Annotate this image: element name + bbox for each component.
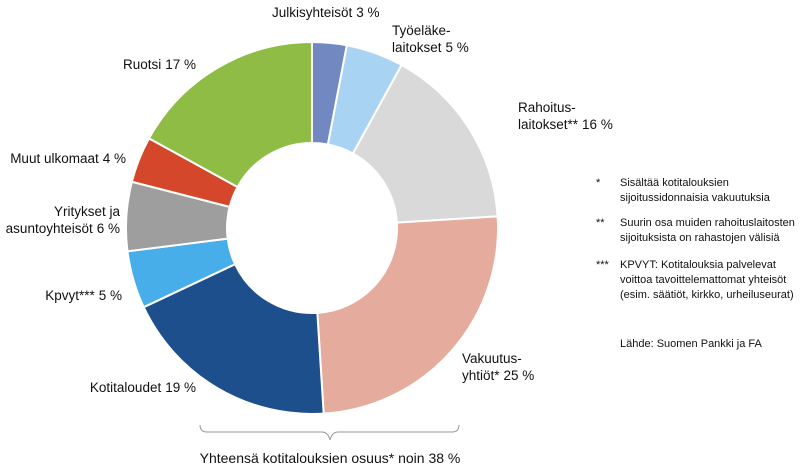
footnote: * Sisältää kotitalouksien sijoitussidonna…: [596, 176, 801, 206]
category-label: Julkisyhteisöt: [272, 5, 353, 20]
value-label: 3 %: [356, 5, 380, 20]
category-label: Muut ulkomaat: [10, 151, 99, 166]
value-label: 19 %: [165, 380, 196, 395]
annotation: Yhteensä kotitalouksien osuus* noin 38 %: [199, 450, 461, 466]
segment-label: Rahoitus- laitokset** 16 %: [518, 99, 613, 133]
donut-segment: [147, 40, 313, 189]
category-label: Vakuutus- yhtiöt*: [462, 351, 522, 383]
category-label: Ruotsi: [122, 57, 162, 72]
segment-label: Muut ulkomaat 4 %: [10, 150, 126, 167]
segment-label: Julkisyhteisöt 3 %: [272, 4, 380, 21]
donut-segment: [351, 63, 499, 224]
segment-label: Yritykset ja asuntoyhteisöt 6 %: [6, 203, 120, 237]
value-label: 5 %: [445, 40, 469, 55]
category-label: Kotitaloudet: [89, 380, 162, 395]
segment-label: Kpvyt*** 5 %: [45, 287, 122, 304]
value-label: 25 %: [503, 368, 535, 383]
footnote: ** Suurin osa muiden rahoituslaitosten si…: [596, 216, 801, 246]
value-label: 16 %: [582, 117, 613, 132]
segment-label: Kotitaloudet 19 %: [90, 379, 196, 396]
value-label: 5 %: [98, 288, 122, 303]
donut-segment: [316, 215, 499, 415]
category-label: Yritykset ja asuntoyhteisöt: [5, 204, 120, 236]
value-label: 4 %: [102, 151, 126, 166]
footnote-marker: ***: [596, 259, 609, 271]
footnote-marker: *: [596, 177, 601, 189]
brace: [199, 424, 460, 441]
source: Lähde: Suomen Pankki ja FA: [620, 338, 762, 350]
donut-segment: [142, 262, 325, 415]
footnote-text: KPVYT: Kotitalouksia palvelevat voittoa …: [620, 259, 794, 301]
footnote-text: Sisältää kotitalouksien sijoitussidonnai…: [620, 177, 770, 204]
segment-label: Vakuutus- yhtiöt* 25 %: [462, 350, 534, 384]
segment-label: Työeläke- laitokset 5 %: [392, 22, 469, 56]
footnote-text: Suurin osa muiden rahoituslaitosten sijo…: [620, 217, 795, 244]
value-label: 6 %: [96, 221, 120, 236]
category-label: Työeläke- laitokset: [392, 23, 451, 55]
category-label: Rahoitus- laitokset**: [518, 100, 579, 132]
footnote: *** KPVYT: Kotitalouksia palvelevat voitt…: [596, 258, 801, 303]
value-label: 17 %: [165, 57, 196, 72]
segment-label: Ruotsi 17 %: [123, 56, 196, 73]
category-label: Kpvyt***: [45, 288, 95, 303]
footnote-marker: **: [596, 217, 605, 229]
